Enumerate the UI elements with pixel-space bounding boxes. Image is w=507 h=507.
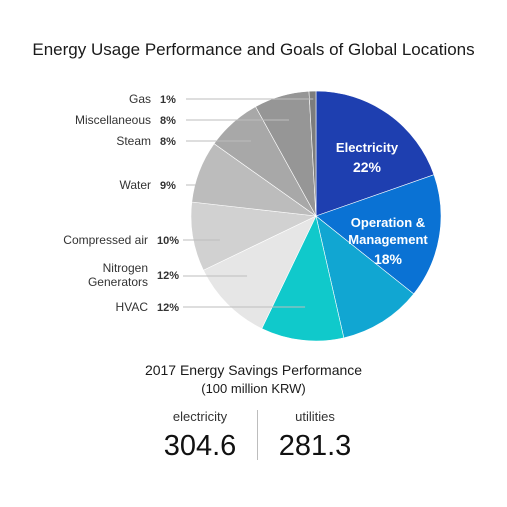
pie-chart: Electricity 22% Operation & Management 18% HV…: [63, 90, 442, 342]
legend-pct-steam: 8%: [160, 136, 176, 148]
legend-pct-hvac: 12%: [157, 302, 179, 314]
slice-gas: [308, 90, 317, 217]
legend-label-compressed-air: Compressed air: [63, 233, 148, 247]
slice-pct-electricity: 22%: [353, 159, 382, 175]
legend-label-nitrogen-generators: Generators: [88, 275, 148, 289]
chart-title: Energy Usage Performance and Goals of Gl…: [32, 40, 475, 59]
slice-pct-operation-management: 18%: [374, 251, 403, 267]
savings-unit: (100 million KRW): [201, 381, 306, 396]
slice-label-electricity: Electricity: [336, 140, 399, 155]
legend-label-miscellaneous: Miscellaneous: [75, 113, 151, 127]
legend-pct-miscellaneous: 8%: [160, 115, 176, 127]
legend-pct-nitrogen-generators: 12%: [157, 270, 179, 282]
electricity-label: electricity: [172, 409, 228, 424]
legend-pct-gas: 1%: [160, 94, 176, 106]
utilities-value: 281.3: [278, 430, 352, 462]
legend-label-gas: Gas: [129, 92, 151, 106]
utilities-label: utilities: [295, 409, 335, 424]
legend-label-steam: Steam: [116, 134, 151, 148]
legend-label-nitrogen-generators: Nitrogen: [103, 261, 148, 275]
electricity-value: 304.6: [163, 430, 237, 462]
savings-title: 2017 Energy Savings Performance: [144, 362, 363, 378]
savings-divider: [257, 410, 258, 460]
slice-nitrogen-generators: [202, 215, 317, 330]
slice-hvac: [261, 215, 345, 342]
legend-label-water: Water: [119, 178, 151, 192]
legend-pct-water: 9%: [160, 180, 176, 192]
slice-label-operation-management: Management: [348, 232, 428, 247]
legend-label-hvac: HVAC: [116, 300, 149, 314]
slice-label-operation-management: Operation &: [351, 215, 425, 230]
slice-unlabeled-2: [315, 215, 415, 339]
legend-pct-compressed-air: 10%: [157, 235, 179, 247]
slice-operation-management: [315, 174, 442, 295]
